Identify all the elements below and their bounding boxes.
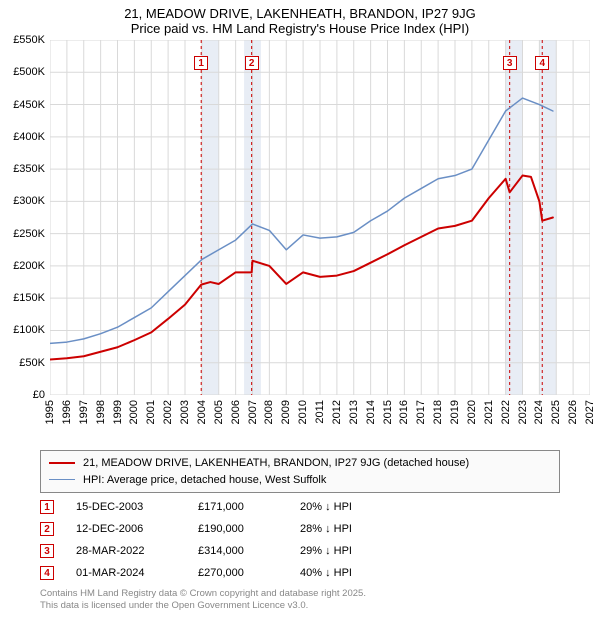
x-tick-label: 2001 (145, 400, 157, 424)
marker-badge-3: 3 (40, 544, 54, 558)
y-tick-label: £100K (13, 324, 45, 336)
y-tick-label: £150K (13, 292, 45, 304)
x-tick-label: 2014 (365, 400, 377, 424)
x-tick-label: 2019 (449, 400, 461, 424)
legend-row-hpi: HPI: Average price, detached house, West… (49, 472, 551, 489)
marker-date-4: 01-MAR-2024 (76, 567, 176, 579)
x-tick-label: 2020 (466, 400, 478, 424)
chart-marker-4: 4 (535, 56, 549, 70)
x-tick-label: 2002 (162, 400, 174, 424)
marker-badge-1: 1 (40, 500, 54, 514)
y-tick-label: £50K (19, 357, 45, 369)
y-tick-label: £300K (13, 195, 45, 207)
x-tick-label: 2010 (297, 400, 309, 424)
x-tick-label: 2008 (263, 400, 275, 424)
chart-title-line1: 21, MEADOW DRIVE, LAKENHEATH, BRANDON, I… (0, 6, 600, 21)
x-tick-label: 2007 (247, 400, 259, 424)
x-tick-label: 1995 (44, 400, 56, 424)
x-tick-label: 1998 (95, 400, 107, 424)
x-tick-label: 2027 (584, 400, 596, 424)
x-tick-label: 2000 (128, 400, 140, 424)
x-tick-label: 2006 (230, 400, 242, 424)
y-tick-label: £450K (13, 99, 45, 111)
chart-marker-1: 1 (194, 56, 208, 70)
marker-badge-4: 4 (40, 566, 54, 580)
x-tick-label: 1999 (112, 400, 124, 424)
marker-delta-3: 29% ↓ HPI (300, 545, 400, 557)
legend-swatch-price-paid (49, 462, 75, 464)
legend-label-price-paid: 21, MEADOW DRIVE, LAKENHEATH, BRANDON, I… (83, 455, 469, 472)
chart-title-line2: Price paid vs. HM Land Registry's House … (0, 21, 600, 36)
x-tick-label: 2016 (398, 400, 410, 424)
legend-swatch-hpi (49, 479, 75, 480)
x-tick-label: 2024 (533, 400, 545, 424)
marker-date-1: 15-DEC-2003 (76, 501, 176, 513)
marker-price-3: £314,000 (198, 545, 278, 557)
marker-date-2: 12-DEC-2006 (76, 523, 176, 535)
y-tick-label: £350K (13, 163, 45, 175)
x-tick-label: 2013 (348, 400, 360, 424)
y-tick-label: £200K (13, 260, 45, 272)
x-tick-label: 1997 (78, 400, 90, 424)
x-tick-label: 2011 (314, 400, 326, 424)
x-tick-label: 2012 (331, 400, 343, 424)
footer: Contains HM Land Registry data © Crown c… (40, 588, 366, 613)
footer-line2: This data is licensed under the Open Gov… (40, 600, 366, 612)
legend: 21, MEADOW DRIVE, LAKENHEATH, BRANDON, I… (40, 450, 560, 493)
x-tick-label: 2017 (415, 400, 427, 424)
y-tick-label: £400K (13, 131, 45, 143)
x-tick-label: 2018 (432, 400, 444, 424)
markers-table: 1 15-DEC-2003 £171,000 20% ↓ HPI 2 12-DE… (40, 496, 400, 584)
y-tick-label: £500K (13, 66, 45, 78)
chart-title-block: 21, MEADOW DRIVE, LAKENHEATH, BRANDON, I… (0, 0, 600, 36)
x-tick-label: 2015 (382, 400, 394, 424)
marker-row-1: 1 15-DEC-2003 £171,000 20% ↓ HPI (40, 496, 400, 518)
marker-price-2: £190,000 (198, 523, 278, 535)
marker-price-1: £171,000 (198, 501, 278, 513)
x-tick-label: 2021 (483, 400, 495, 424)
marker-delta-4: 40% ↓ HPI (300, 567, 400, 579)
footer-line1: Contains HM Land Registry data © Crown c… (40, 588, 366, 600)
marker-price-4: £270,000 (198, 567, 278, 579)
y-tick-label: £250K (13, 228, 45, 240)
x-tick-label: 2025 (550, 400, 562, 424)
x-tick-label: 2004 (196, 400, 208, 424)
x-tick-label: 2023 (517, 400, 529, 424)
chart-marker-3: 3 (503, 56, 517, 70)
y-tick-label: £550K (13, 34, 45, 46)
legend-label-hpi: HPI: Average price, detached house, West… (83, 472, 326, 489)
marker-row-2: 2 12-DEC-2006 £190,000 28% ↓ HPI (40, 518, 400, 540)
chart-marker-2: 2 (245, 56, 259, 70)
x-tick-label: 2003 (179, 400, 191, 424)
marker-badge-2: 2 (40, 522, 54, 536)
marker-delta-2: 28% ↓ HPI (300, 523, 400, 535)
x-tick-label: 1996 (61, 400, 73, 424)
legend-row-price-paid: 21, MEADOW DRIVE, LAKENHEATH, BRANDON, I… (49, 455, 551, 472)
plot-svg (50, 40, 590, 395)
x-tick-label: 2005 (213, 400, 225, 424)
marker-delta-1: 20% ↓ HPI (300, 501, 400, 513)
chart-area: £0£50K£100K£150K£200K£250K£300K£350K£400… (0, 40, 600, 450)
marker-row-4: 4 01-MAR-2024 £270,000 40% ↓ HPI (40, 562, 400, 584)
marker-row-3: 3 28-MAR-2022 £314,000 29% ↓ HPI (40, 540, 400, 562)
x-tick-label: 2009 (280, 400, 292, 424)
x-tick-label: 2022 (500, 400, 512, 424)
marker-date-3: 28-MAR-2022 (76, 545, 176, 557)
x-tick-label: 2026 (567, 400, 579, 424)
